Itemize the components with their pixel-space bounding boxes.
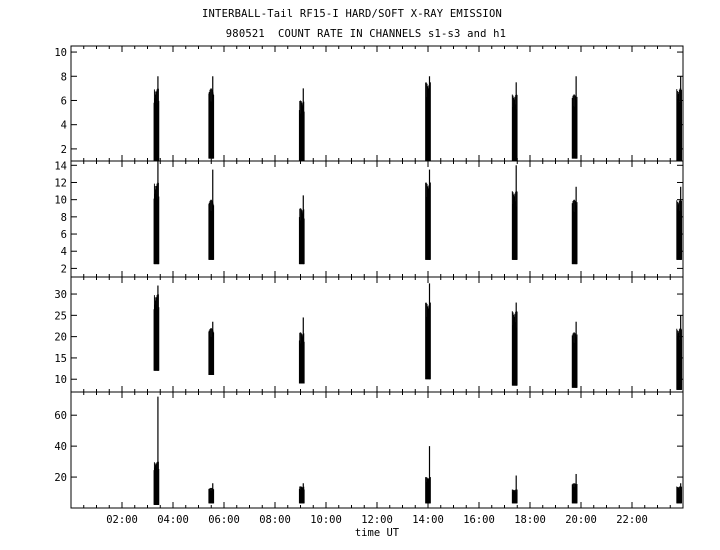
y-tick-label: 2 <box>61 144 67 156</box>
y-tick-label: 10 <box>54 47 67 59</box>
panel-frame-h1 <box>70 391 684 509</box>
y-tick-label: 2 <box>61 263 67 275</box>
x-tick-label: 04:00 <box>157 514 189 526</box>
panel-frame-s1 <box>70 45 684 162</box>
y-tick-label: 8 <box>61 212 67 224</box>
chart-title: INTERBALL-Tail RF15-I HARD/SOFT X-RAY EM… <box>202 8 502 20</box>
y-tick-label: 12 <box>54 177 67 189</box>
panel-frame-s3 <box>70 276 684 393</box>
x-tick-label: 02:00 <box>106 514 138 526</box>
y-tick-label: 10 <box>54 195 67 207</box>
y-tick-label: 6 <box>61 95 67 107</box>
y-tick-label: 25 <box>54 310 67 322</box>
y-tick-label: 60 <box>54 410 67 422</box>
y-tick-label: 4 <box>61 246 67 258</box>
x-tick-label: 10:00 <box>310 514 342 526</box>
y-tick-label: 4 <box>61 120 67 132</box>
x-axis-label: time UT <box>355 527 400 539</box>
x-tick-label: 12:00 <box>361 514 393 526</box>
y-tick-label: 30 <box>54 289 67 301</box>
chart-subtitle: 980521 COUNT RATE IN CHANNELS s1-s3 and … <box>225 28 507 40</box>
y-tick-label: 6 <box>61 229 67 241</box>
x-tick-label: 08:00 <box>259 514 291 526</box>
x-tick-label: 06:00 <box>208 514 240 526</box>
y-tick-label: 40 <box>54 441 67 453</box>
x-tick-label: 16:00 <box>463 514 495 526</box>
x-tick-label: 22:00 <box>616 514 648 526</box>
y-tick-label: 14 <box>54 160 67 172</box>
y-tick-label: 10 <box>54 374 67 386</box>
y-tick-label: 20 <box>54 332 67 344</box>
x-tick-label: 20:00 <box>565 514 597 526</box>
y-tick-label: 8 <box>61 71 67 83</box>
y-tick-label: 15 <box>54 353 67 365</box>
x-tick-label: 14:00 <box>412 514 444 526</box>
x-tick-label: 18:00 <box>514 514 546 526</box>
y-tick-label: 20 <box>54 472 67 484</box>
panel-frame-s2 <box>70 160 684 278</box>
